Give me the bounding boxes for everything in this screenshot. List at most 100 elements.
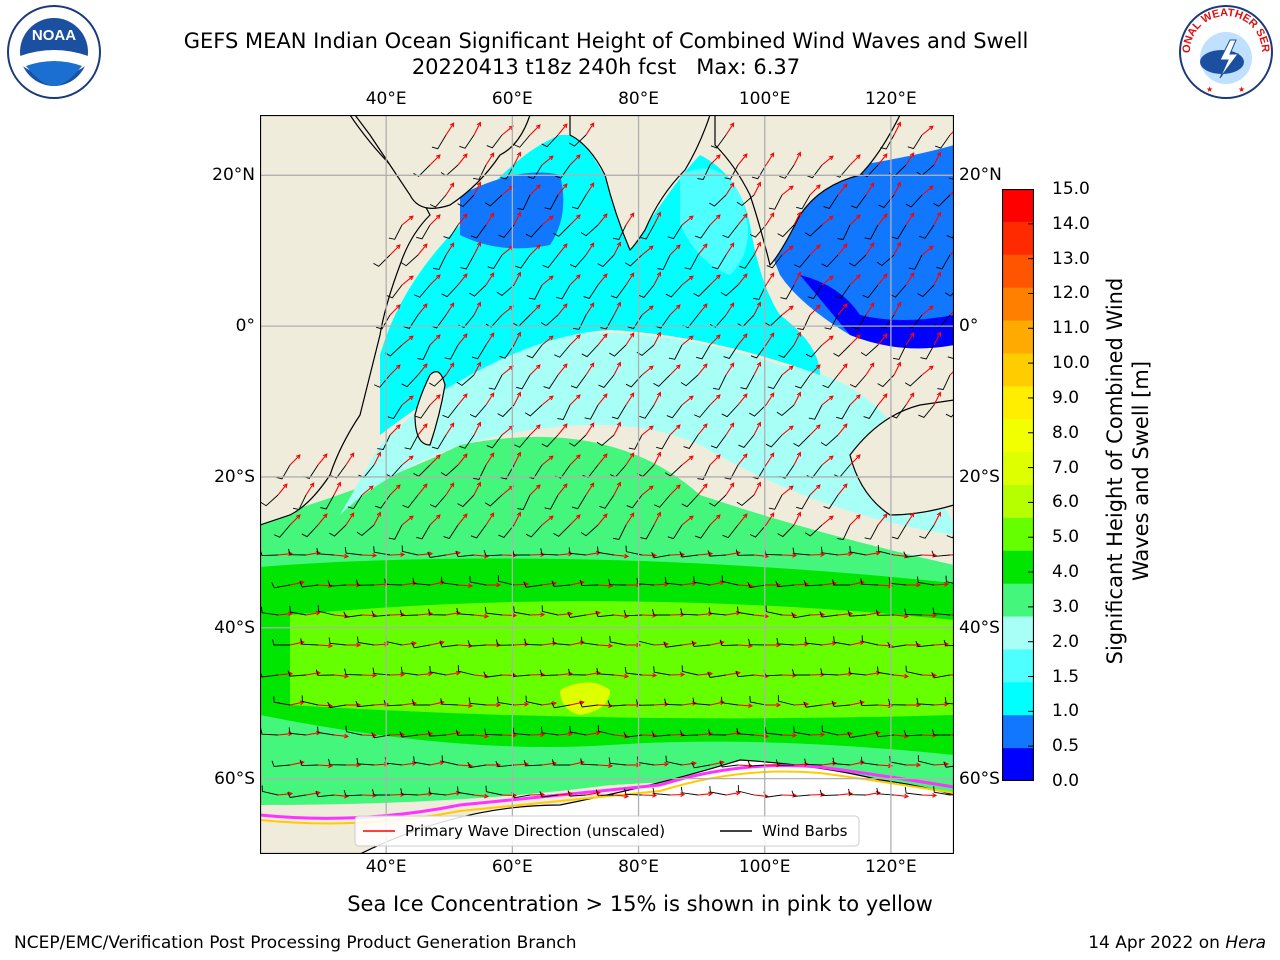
wave-arrow-head <box>629 212 635 218</box>
wind-barb <box>679 551 699 558</box>
wave-arrow-head <box>796 451 802 457</box>
wave-arrow-head <box>629 272 635 278</box>
max-wave-patch <box>560 682 610 715</box>
wave-direction-arrow <box>737 704 753 707</box>
wave-arrow-head <box>516 271 522 277</box>
wave-arrow-head <box>742 213 748 219</box>
wind-barb <box>443 524 459 539</box>
wave-arrow-head <box>788 305 794 311</box>
wave-direction-arrow <box>513 703 529 706</box>
wave-arrow-head <box>372 612 378 618</box>
wave-arrow-head <box>932 612 938 618</box>
wind-barb <box>723 344 739 359</box>
wind-barb <box>862 284 879 299</box>
wind-barb <box>775 759 795 766</box>
wave-arrow-head <box>496 582 502 588</box>
wind-barb <box>775 580 795 588</box>
wave-direction-arrow <box>529 484 541 496</box>
wave-direction-arrow <box>277 612 292 616</box>
colorbar-tick-label: 13.0 <box>1052 248 1090 269</box>
wind-barb <box>736 494 755 507</box>
wave-direction-arrow <box>921 125 934 136</box>
wave-direction-arrow <box>457 453 468 466</box>
wind-barb <box>376 314 391 330</box>
wind-barb <box>551 702 571 709</box>
wave-direction-arrow <box>557 303 568 316</box>
wind-barb <box>623 731 643 738</box>
wind-barb <box>473 464 487 480</box>
wind-barb <box>944 697 954 705</box>
wind-barb <box>848 667 867 676</box>
wind-barb <box>299 581 319 588</box>
wind-barb <box>371 610 391 617</box>
wave-direction-arrow <box>389 424 401 436</box>
wave-arrow-head <box>688 335 694 341</box>
wind-barb <box>740 374 755 390</box>
wave-direction-arrow <box>557 483 568 496</box>
colorbar-segment <box>1002 616 1034 650</box>
wave-arrow-head <box>652 792 658 798</box>
wave-arrow-head <box>796 391 802 397</box>
wave-direction-arrow <box>669 424 681 436</box>
wind-barb <box>931 672 951 679</box>
wave-direction-arrow <box>585 122 595 136</box>
wave-direction-arrow <box>781 185 794 196</box>
wave-arrow-head <box>869 242 875 248</box>
wave-arrow-head <box>904 613 910 619</box>
wave-arrow-head <box>855 454 861 460</box>
wave-direction-arrow <box>849 154 861 166</box>
wind-barb <box>400 666 419 676</box>
wave-direction-arrow <box>681 762 696 766</box>
wave-arrow-head <box>742 333 748 339</box>
map-frame <box>260 115 954 854</box>
wind-barb <box>808 404 823 420</box>
wind-barb <box>467 640 487 647</box>
wind-barb <box>580 636 599 646</box>
wind-barb <box>749 224 767 238</box>
wave-arrow-head <box>629 392 635 398</box>
wave-direction-arrow <box>529 124 541 136</box>
wind-barb <box>495 760 515 768</box>
svg-text:★: ★ <box>1206 85 1213 94</box>
wave-arrow-head <box>842 423 848 429</box>
wave-direction-arrow <box>697 483 708 496</box>
wind-barb <box>483 550 503 557</box>
wind-barb <box>276 464 291 480</box>
wave-arrow-head <box>688 395 694 401</box>
wind-barb <box>431 434 447 450</box>
wave-arrow-head <box>828 455 834 461</box>
wave-arrow-head <box>904 793 910 799</box>
wave-arrow-head <box>702 483 708 489</box>
wind-barb <box>908 254 923 270</box>
wave-arrow-head <box>516 151 522 157</box>
wind-barb <box>739 254 755 269</box>
wind-barb <box>439 641 459 648</box>
wave-arrow-head <box>349 512 355 518</box>
wave-direction-arrow <box>949 250 954 256</box>
wind-barb <box>796 194 811 210</box>
wind-barb <box>680 608 699 616</box>
wave-direction-arrow <box>669 244 681 256</box>
wave-direction-arrow <box>429 454 441 466</box>
wave-direction-arrow <box>821 515 834 526</box>
wave-direction-arrow <box>613 302 621 316</box>
wind-barb <box>860 344 879 357</box>
wind-barb <box>260 606 279 616</box>
wave-direction-arrow <box>625 272 635 286</box>
wind-barb <box>556 284 571 300</box>
wave-direction-arrow <box>361 485 374 496</box>
wave-arrow-head <box>936 391 942 397</box>
wave-arrow-head <box>932 792 938 798</box>
wind-barb <box>737 785 755 796</box>
wind-barb <box>680 786 699 796</box>
wind-barb <box>329 524 347 537</box>
wave-direction-arrow <box>765 392 775 406</box>
nws-logo: NATIONAL WEATHER SERVICE ★ ★ <box>1176 2 1273 99</box>
wave-direction-arrow <box>317 644 333 647</box>
wind-barb <box>917 284 935 298</box>
wave-arrow-head <box>629 332 635 338</box>
colorbar-segment <box>1002 221 1034 256</box>
wave-direction-arrow <box>429 761 444 766</box>
wind-barb <box>427 551 447 559</box>
wind-barb <box>847 610 867 617</box>
